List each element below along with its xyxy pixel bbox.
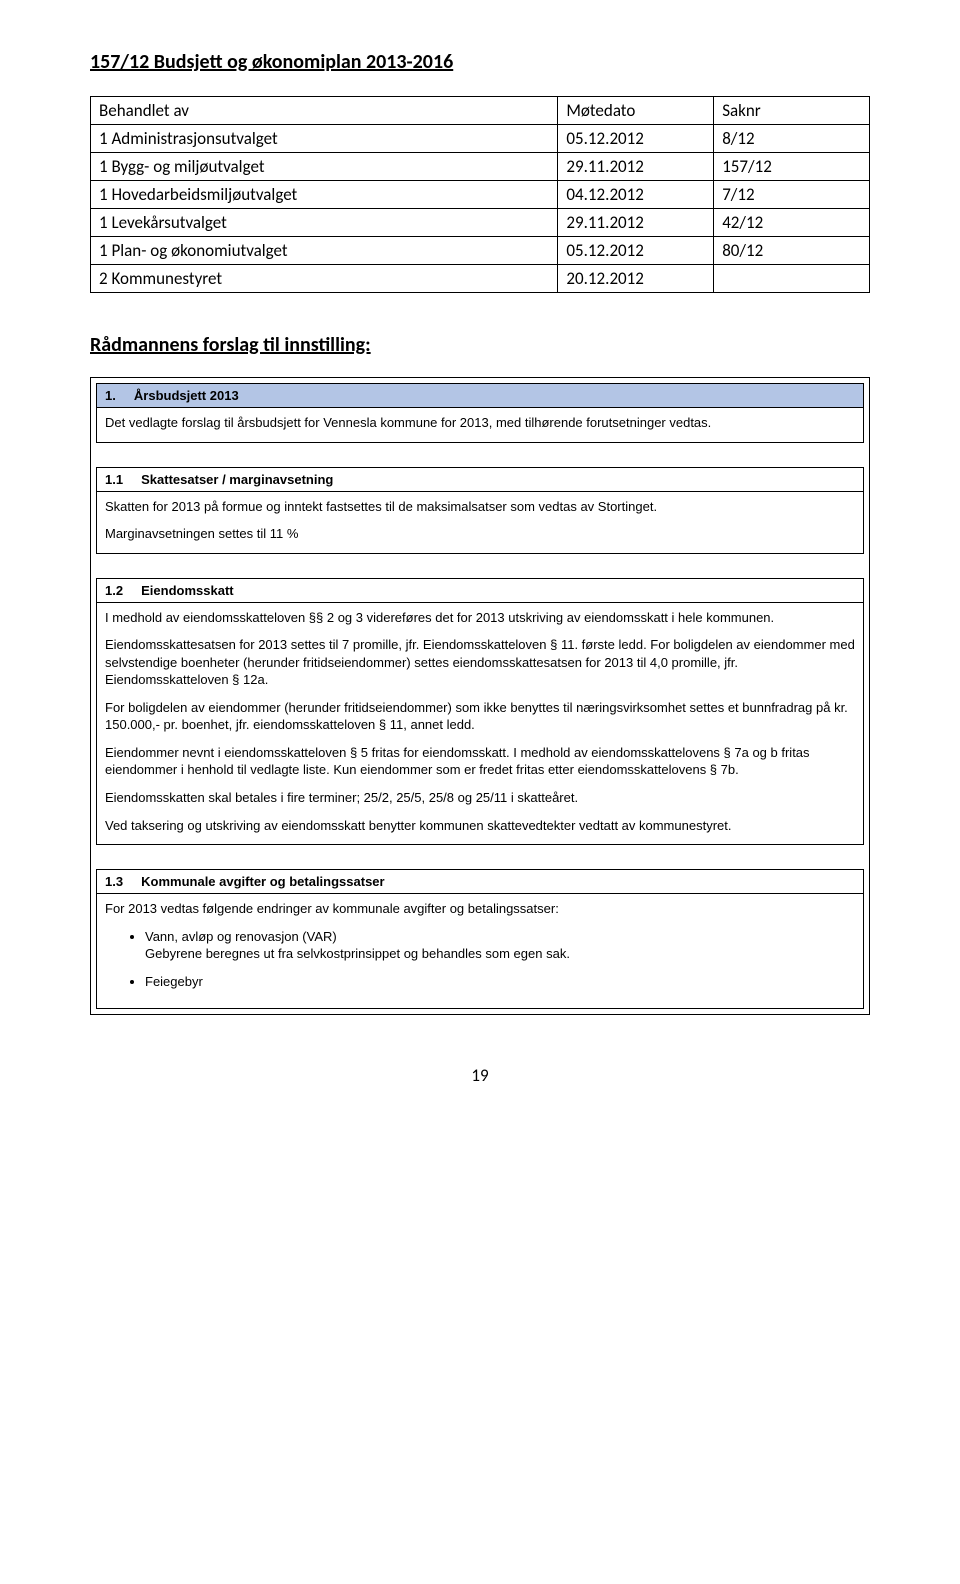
cell: 80/12 [714,237,870,265]
table-row: 2 Kommunestyret 20.12.2012 [91,265,870,293]
section-box: 1.2 Eiendomsskatt I medhold av eiendomss… [96,578,864,845]
section-num: 1. [105,388,116,403]
table-header-row: Behandlet av Møtedato Saknr [91,97,870,125]
section-heading: 1.1 Skattesatser / marginavsetning [97,468,863,492]
paragraph: For boligdelen av eiendommer (herunder f… [105,699,855,734]
col-header: Saknr [714,97,870,125]
paragraph: Det vedlagte forslag til årsbudsjett for… [105,414,855,432]
section-heading: 1.2 Eiendomsskatt [97,579,863,603]
cell: 29.11.2012 [558,209,714,237]
section-heading: 1. Årsbudsjett 2013 [97,384,863,408]
page-number: 19 [90,1065,870,1086]
bullet-list: Vann, avløp og renovasjon (VAR) Gebyrene… [105,928,855,963]
cell: 7/12 [714,181,870,209]
col-header: Behandlet av [91,97,558,125]
paragraph: I medhold av eiendomsskatteloven §§ 2 og… [105,609,855,627]
innstilling-heading: Rådmannens forslag til innstilling: [90,333,870,357]
cell: 2 Kommunestyret [91,265,558,293]
paragraph: Eiendommer nevnt i eiendomsskatteloven §… [105,744,855,779]
cell [714,265,870,293]
cell: 157/12 [714,153,870,181]
section-body: Skatten for 2013 på formue og inntekt fa… [97,492,863,553]
cell: 20.12.2012 [558,265,714,293]
paragraph: Skatten for 2013 på formue og inntekt fa… [105,498,855,516]
section-body: Det vedlagte forslag til årsbudsjett for… [97,408,863,442]
section-title: Skattesatser / marginavsetning [141,472,333,487]
section-box: 1.3 Kommunale avgifter og betalingssatse… [96,869,864,1009]
section-heading: 1.3 Kommunale avgifter og betalingssatse… [97,870,863,894]
cell: 05.12.2012 [558,125,714,153]
list-item: Vann, avløp og renovasjon (VAR) Gebyrene… [145,928,855,963]
bullet-list: Feiegebyr [105,973,855,991]
paragraph: Eiendomsskattesatsen for 2013 settes til… [105,636,855,689]
cell: 04.12.2012 [558,181,714,209]
section-title: Eiendomsskatt [141,583,233,598]
cell: 1 Plan- og økonomiutvalget [91,237,558,265]
outer-box: 1. Årsbudsjett 2013 Det vedlagte forslag… [90,377,870,1015]
cell: 1 Levekårsutvalget [91,209,558,237]
cell: 1 Administrasjonsutvalget [91,125,558,153]
col-header: Møtedato [558,97,714,125]
cell: 1 Hovedarbeidsmiljøutvalget [91,181,558,209]
paragraph: Eiendomsskatten skal betales i fire term… [105,789,855,807]
paragraph: Marginavsetningen settes til 11 % [105,525,855,543]
meta-table: Behandlet av Møtedato Saknr 1 Administra… [90,96,870,293]
page: 157/12 Budsjett og økonomiplan 2013-2016… [0,0,960,1126]
list-item: Feiegebyr [145,973,855,991]
section-body: I medhold av eiendomsskatteloven §§ 2 og… [97,603,863,844]
document-title: 157/12 Budsjett og økonomiplan 2013-2016 [90,50,870,74]
section-title: Kommunale avgifter og betalingssatser [141,874,384,889]
table-row: 1 Bygg- og miljøutvalget 29.11.2012 157/… [91,153,870,181]
cell: 42/12 [714,209,870,237]
section-title: Årsbudsjett 2013 [134,388,239,403]
section-num: 1.2 [105,583,123,598]
section-num: 1.3 [105,874,123,889]
section-box: 1. Årsbudsjett 2013 Det vedlagte forslag… [96,383,864,443]
section-box: 1.1 Skattesatser / marginavsetning Skatt… [96,467,864,554]
section-num: 1.1 [105,472,123,487]
section-body: For 2013 vedtas følgende endringer av ko… [97,894,863,1008]
cell: 1 Bygg- og miljøutvalget [91,153,558,181]
paragraph: For 2013 vedtas følgende endringer av ko… [105,900,855,918]
cell: 05.12.2012 [558,237,714,265]
cell: 8/12 [714,125,870,153]
cell: 29.11.2012 [558,153,714,181]
paragraph: Ved taksering og utskriving av eiendomss… [105,817,855,835]
table-row: 1 Administrasjonsutvalget 05.12.2012 8/1… [91,125,870,153]
table-row: 1 Levekårsutvalget 29.11.2012 42/12 [91,209,870,237]
table-row: 1 Hovedarbeidsmiljøutvalget 04.12.2012 7… [91,181,870,209]
table-row: 1 Plan- og økonomiutvalget 05.12.2012 80… [91,237,870,265]
